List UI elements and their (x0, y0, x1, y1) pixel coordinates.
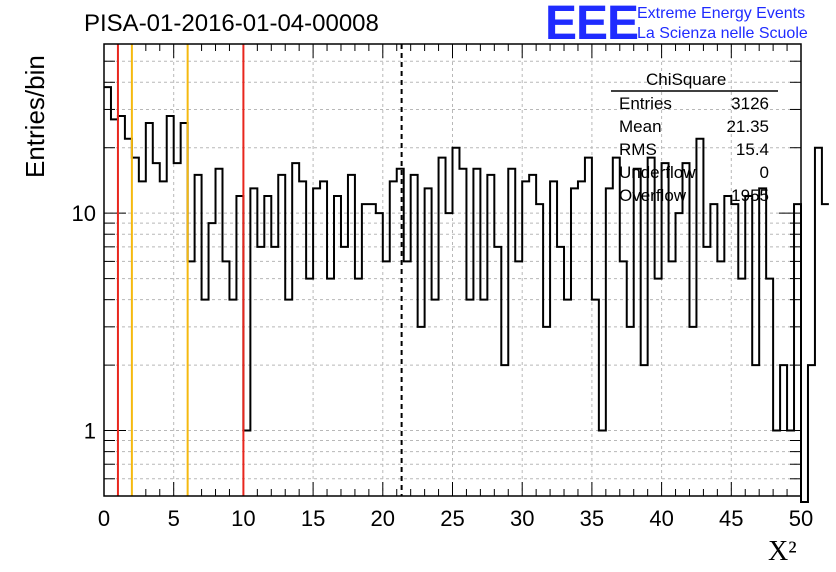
x-tick-label: 40 (649, 506, 673, 531)
eee-logo-mark: EEE (545, 0, 639, 50)
x-tick-label: 20 (371, 506, 395, 531)
x-tick-label: 25 (440, 506, 464, 531)
x-axis-label: X² (768, 536, 797, 567)
stats-box-title: ChiSquare (646, 70, 727, 89)
y-tick-label: 10 (72, 201, 96, 226)
x-tick-label: 15 (301, 506, 325, 531)
stats-label-mean: Mean (619, 117, 662, 136)
chart-title: PISA-01-2016-01-04-00008 (84, 10, 379, 37)
x-tick-labels: 0 5 10 15 20 25 30 35 40 45 50 (98, 506, 813, 531)
x-tick-label: 50 (789, 506, 813, 531)
plot-frame (103, 43, 802, 497)
stats-label-entries: Entries (619, 94, 672, 113)
x-tick-label: 30 (510, 506, 534, 531)
stats-label-rms: RMS (619, 140, 657, 159)
marker-lines (116, 44, 403, 496)
x-tick-label: 5 (168, 506, 180, 531)
y-tick-labels: 1 10 (72, 201, 96, 443)
y-tick-label: 1 (84, 419, 96, 444)
stats-value-entries: 3126 (731, 94, 769, 113)
x-tick-label: 0 (98, 506, 110, 531)
stats-value-overflow: 1955 (731, 186, 769, 205)
y-axis-label: Entries/bin (20, 55, 50, 178)
stats-value-mean: 21.35 (726, 117, 769, 136)
stats-label-underflow: Underflow (619, 163, 696, 182)
logo-line-1: Extreme Energy Events (637, 5, 806, 22)
axis-ticks (103, 43, 802, 497)
histogram-line (104, 86, 829, 503)
stats-value-rms: 15.4 (735, 140, 769, 159)
x-tick-label: 35 (580, 506, 604, 531)
logo-line-2: La Scienza nelle Scuole (637, 25, 808, 42)
stats-label-overflow: Overflow (619, 186, 687, 205)
x-tick-label: 45 (719, 506, 743, 531)
x-tick-label: 10 (231, 506, 255, 531)
stats-value-underflow: 0 (759, 163, 769, 182)
